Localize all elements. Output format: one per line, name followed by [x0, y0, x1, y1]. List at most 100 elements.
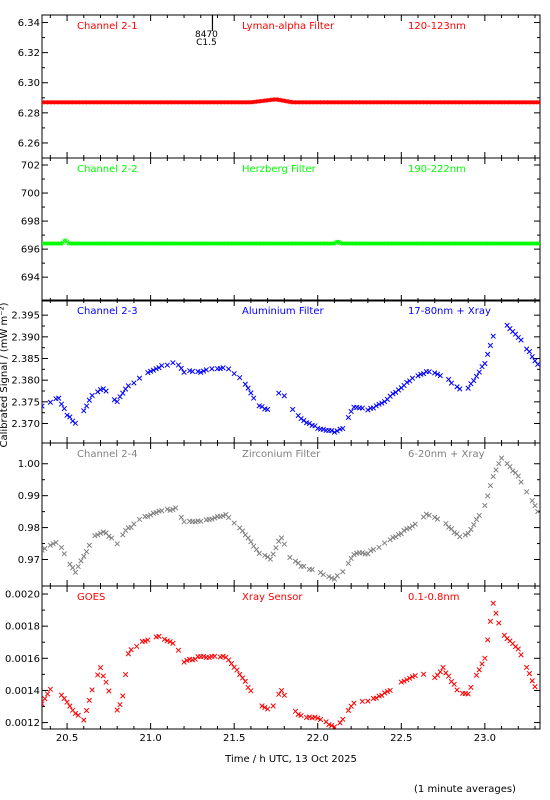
- data-point: [345, 707, 352, 714]
- data-point: [340, 716, 346, 722]
- data-point: [136, 375, 143, 381]
- data-point: [47, 399, 54, 405]
- data-point: [89, 687, 95, 693]
- panel-5: 0.0012 0.0014 0.0016 0.0018 0.0020 20.5 21.0 21…: [5, 585, 541, 744]
- data-point: [147, 368, 154, 374]
- data-point: [484, 493, 491, 499]
- data-point: [471, 522, 477, 528]
- data-point: [189, 368, 196, 375]
- data-point: [487, 618, 494, 624]
- data-point: [443, 520, 449, 527]
- filter-label: Zirconium Filter: [242, 449, 321, 460]
- data-point: [61, 695, 67, 702]
- panel-3: 2.370 2.375 2.380 2.385 2.390 2.395 Channel 2-…: [11, 299, 541, 444]
- data-point: [56, 395, 62, 401]
- data-point: [61, 405, 67, 412]
- data-point: [440, 664, 446, 671]
- channel-label: Channel 2-3: [77, 306, 138, 317]
- data-point: [200, 368, 207, 374]
- data-point: [136, 516, 143, 523]
- data-point: [234, 667, 240, 673]
- data-point: [161, 636, 168, 642]
- data-point: [281, 393, 287, 399]
- y-tick-label: 0.0016: [5, 654, 40, 665]
- panel-frame: [41, 157, 541, 302]
- data-point: [145, 637, 151, 643]
- data-point: [507, 463, 513, 470]
- data-point: [122, 671, 129, 678]
- data-point: [256, 550, 262, 557]
- data-point: [359, 405, 365, 411]
- data-point: [490, 600, 496, 606]
- data-point: [181, 519, 187, 525]
- data-point: [58, 401, 65, 407]
- data-point: [270, 703, 276, 709]
- data-point: [156, 633, 162, 639]
- data-point: [42, 696, 48, 702]
- x-tick-label: 20.5: [56, 733, 78, 744]
- panel-1: 6.26 6.28 6.30 6.32 6.34 Channel 2-1 Lyman-alp…: [18, 14, 541, 159]
- data-point: [401, 678, 407, 684]
- data-point: [351, 700, 357, 706]
- data-point: [167, 638, 173, 645]
- data-point: [81, 408, 87, 414]
- filter-label: Xray Sensor: [242, 592, 303, 603]
- flare-region-label: 8470: [195, 30, 218, 40]
- data-point: [72, 420, 79, 426]
- data-point: [359, 550, 365, 556]
- data-point: [78, 558, 84, 564]
- y-tick-label: 2.380: [11, 376, 40, 387]
- data-point: [81, 553, 87, 560]
- y-tick-label: 2.385: [11, 354, 40, 365]
- data-point: [340, 425, 346, 432]
- data-point: [270, 551, 276, 557]
- data-point: [401, 527, 407, 534]
- data-point: [381, 690, 388, 696]
- data-point: [225, 514, 232, 521]
- y-tick-label: 0.97: [18, 555, 40, 566]
- data-point: [175, 647, 182, 653]
- y-tick-label: 6.26: [18, 138, 40, 149]
- data-point: [523, 664, 530, 671]
- data-point: [117, 394, 123, 400]
- data-point: [376, 401, 382, 407]
- data-point: [209, 366, 215, 372]
- data-point: [120, 390, 126, 396]
- data-point: [487, 482, 494, 489]
- y-tick-label: 6.32: [18, 48, 40, 59]
- data-point: [479, 661, 485, 667]
- data-point: [44, 691, 51, 697]
- data-point: [406, 525, 413, 531]
- data-point: [423, 511, 430, 517]
- data-point: [326, 573, 332, 580]
- data-point: [331, 724, 338, 729]
- data-point: [415, 373, 421, 379]
- data-point: [83, 707, 90, 714]
- data-point: [212, 653, 218, 659]
- data-point: [242, 678, 248, 684]
- data-point: [445, 376, 452, 383]
- data-point: [231, 520, 237, 526]
- data-point: [465, 385, 471, 391]
- data-point: [462, 532, 469, 538]
- data-point: [89, 392, 95, 399]
- data-point: [86, 397, 93, 403]
- data-point: [292, 558, 299, 564]
- data-point: [368, 548, 374, 554]
- data-point: [228, 660, 235, 667]
- data-point: [454, 687, 460, 693]
- data-point: [173, 505, 179, 511]
- data-point: [245, 385, 251, 391]
- data-point: [473, 672, 480, 678]
- y-tick-label: 6.34: [18, 18, 40, 29]
- x-tick-label: 21.0: [139, 733, 161, 744]
- data-point: [340, 569, 346, 575]
- y-tick-label: 0.99: [18, 491, 40, 502]
- data-point: [490, 333, 496, 339]
- data-point: [515, 646, 521, 652]
- data-point: [412, 521, 418, 527]
- data-point: [493, 467, 499, 473]
- data-point: [334, 428, 340, 434]
- band-label: 120-123nm: [408, 21, 466, 32]
- data-point: [287, 554, 293, 561]
